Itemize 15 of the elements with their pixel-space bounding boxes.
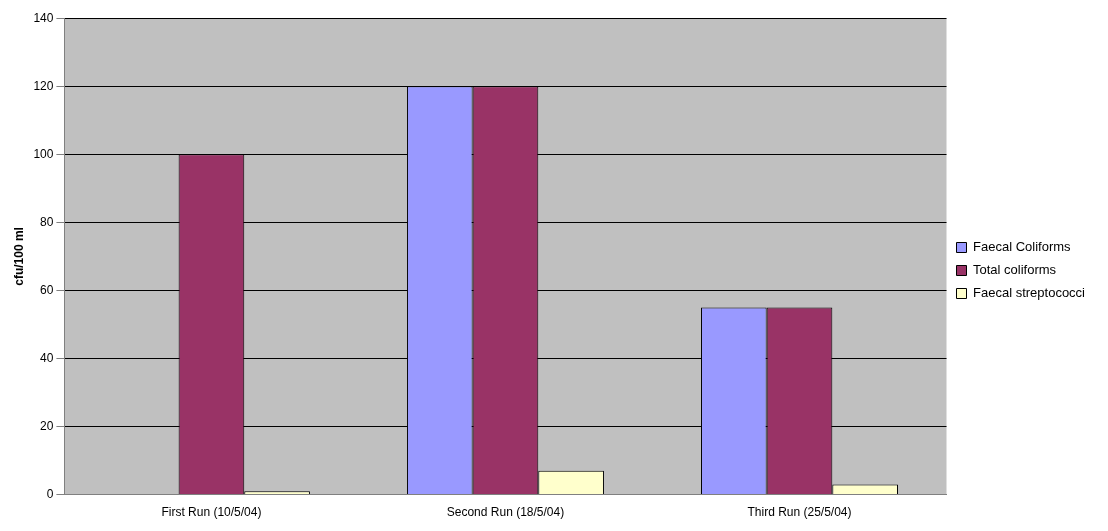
legend-label: Faecal streptococci [973, 285, 1086, 301]
y-tick-label: 80 [40, 214, 54, 229]
y-tick-label: 100 [33, 146, 54, 161]
legend-label: Total coliforms [973, 262, 1057, 278]
y-tick-label: 140 [33, 10, 54, 25]
y-axis-title: cfu/100 ml [11, 227, 26, 286]
legend-label: Faecal Coliforms [973, 239, 1072, 255]
y-tick-label: 40 [40, 350, 54, 365]
x-tick-label: Third Run (25/5/04) [747, 505, 852, 520]
x-tick-label: Second Run (18/5/04) [446, 505, 565, 520]
y-tick-label: 120 [33, 78, 54, 93]
y-tick-label: 20 [40, 418, 54, 433]
y-tick-label: 0 [46, 486, 54, 501]
y-tick-label: 60 [40, 282, 54, 297]
x-tick-label: First Run (10/5/04) [161, 505, 262, 520]
